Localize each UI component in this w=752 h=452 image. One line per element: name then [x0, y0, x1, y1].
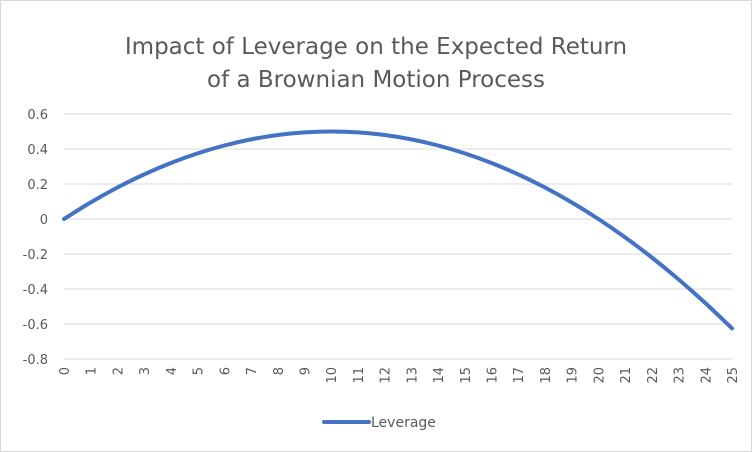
x-tick-label: 20: [592, 367, 607, 384]
x-tick-label: 13: [405, 367, 420, 384]
x-tick-label: 4: [165, 367, 180, 375]
x-tick-label: 11: [352, 367, 367, 384]
y-tick-label: -0.4: [23, 283, 48, 298]
x-tick-label: 23: [673, 367, 688, 384]
legend-label: Leverage: [371, 415, 436, 431]
y-tick-label: 0.6: [27, 108, 48, 123]
y-tick-label: 0.4: [27, 143, 48, 158]
x-tick-label: 21: [619, 367, 634, 384]
x-axis-tick-labels: 0 1 2 3 4 5 6 7 8 9 10 11 12 13 14 15 16 17 18 19 20 21 22 23 24…: [58, 367, 741, 384]
x-tick-label: 12: [379, 367, 394, 384]
x-tick-label: 15: [459, 367, 474, 384]
x-tick-label: 3: [138, 367, 153, 375]
y-tick-label: -0.6: [23, 318, 48, 333]
x-tick-label: 7: [245, 367, 260, 375]
x-tick-label: 19: [566, 367, 581, 384]
x-tick-label: 14: [432, 367, 447, 384]
x-tick-label: 5: [192, 367, 207, 375]
x-tick-label: 8: [272, 367, 287, 375]
chart-title: Impact of Leverage on the Expected Retur…: [1, 31, 751, 97]
x-tick-label: 2: [111, 367, 126, 375]
x-tick-label: 25: [726, 367, 741, 384]
gridlines: [64, 113, 732, 360]
x-tick-label: 24: [699, 367, 714, 384]
y-tick-label: 0.2: [27, 178, 48, 193]
x-tick-label: 18: [539, 367, 554, 384]
series-layer: [62, 129, 734, 331]
x-tick-label: 10: [325, 367, 340, 384]
chart-title-line-1: Impact of Leverage on the Expected Retur…: [124, 34, 628, 60]
x-tick-label: 1: [85, 367, 100, 375]
chart-title-line-2: of a Brownian Motion Process: [207, 67, 545, 93]
x-tick-label: 6: [218, 367, 233, 375]
x-tick-label: 22: [646, 367, 661, 384]
x-tick-label: 17: [512, 367, 527, 384]
y-tick-label: -0.8: [23, 353, 48, 368]
x-tick-label: 9: [298, 367, 313, 375]
legend: Leverage: [322, 415, 436, 431]
y-tick-label: 0: [40, 213, 48, 228]
x-tick-label: 0: [58, 367, 73, 375]
y-tick-label: -0.2: [23, 248, 48, 263]
x-tick-label: 16: [486, 367, 501, 384]
y-axis-tick-labels: 0.6 0.4 0.2 0 -0.2 -0.4 -0.6 -0.8: [23, 108, 48, 368]
series-line-leverage: [62, 129, 734, 331]
